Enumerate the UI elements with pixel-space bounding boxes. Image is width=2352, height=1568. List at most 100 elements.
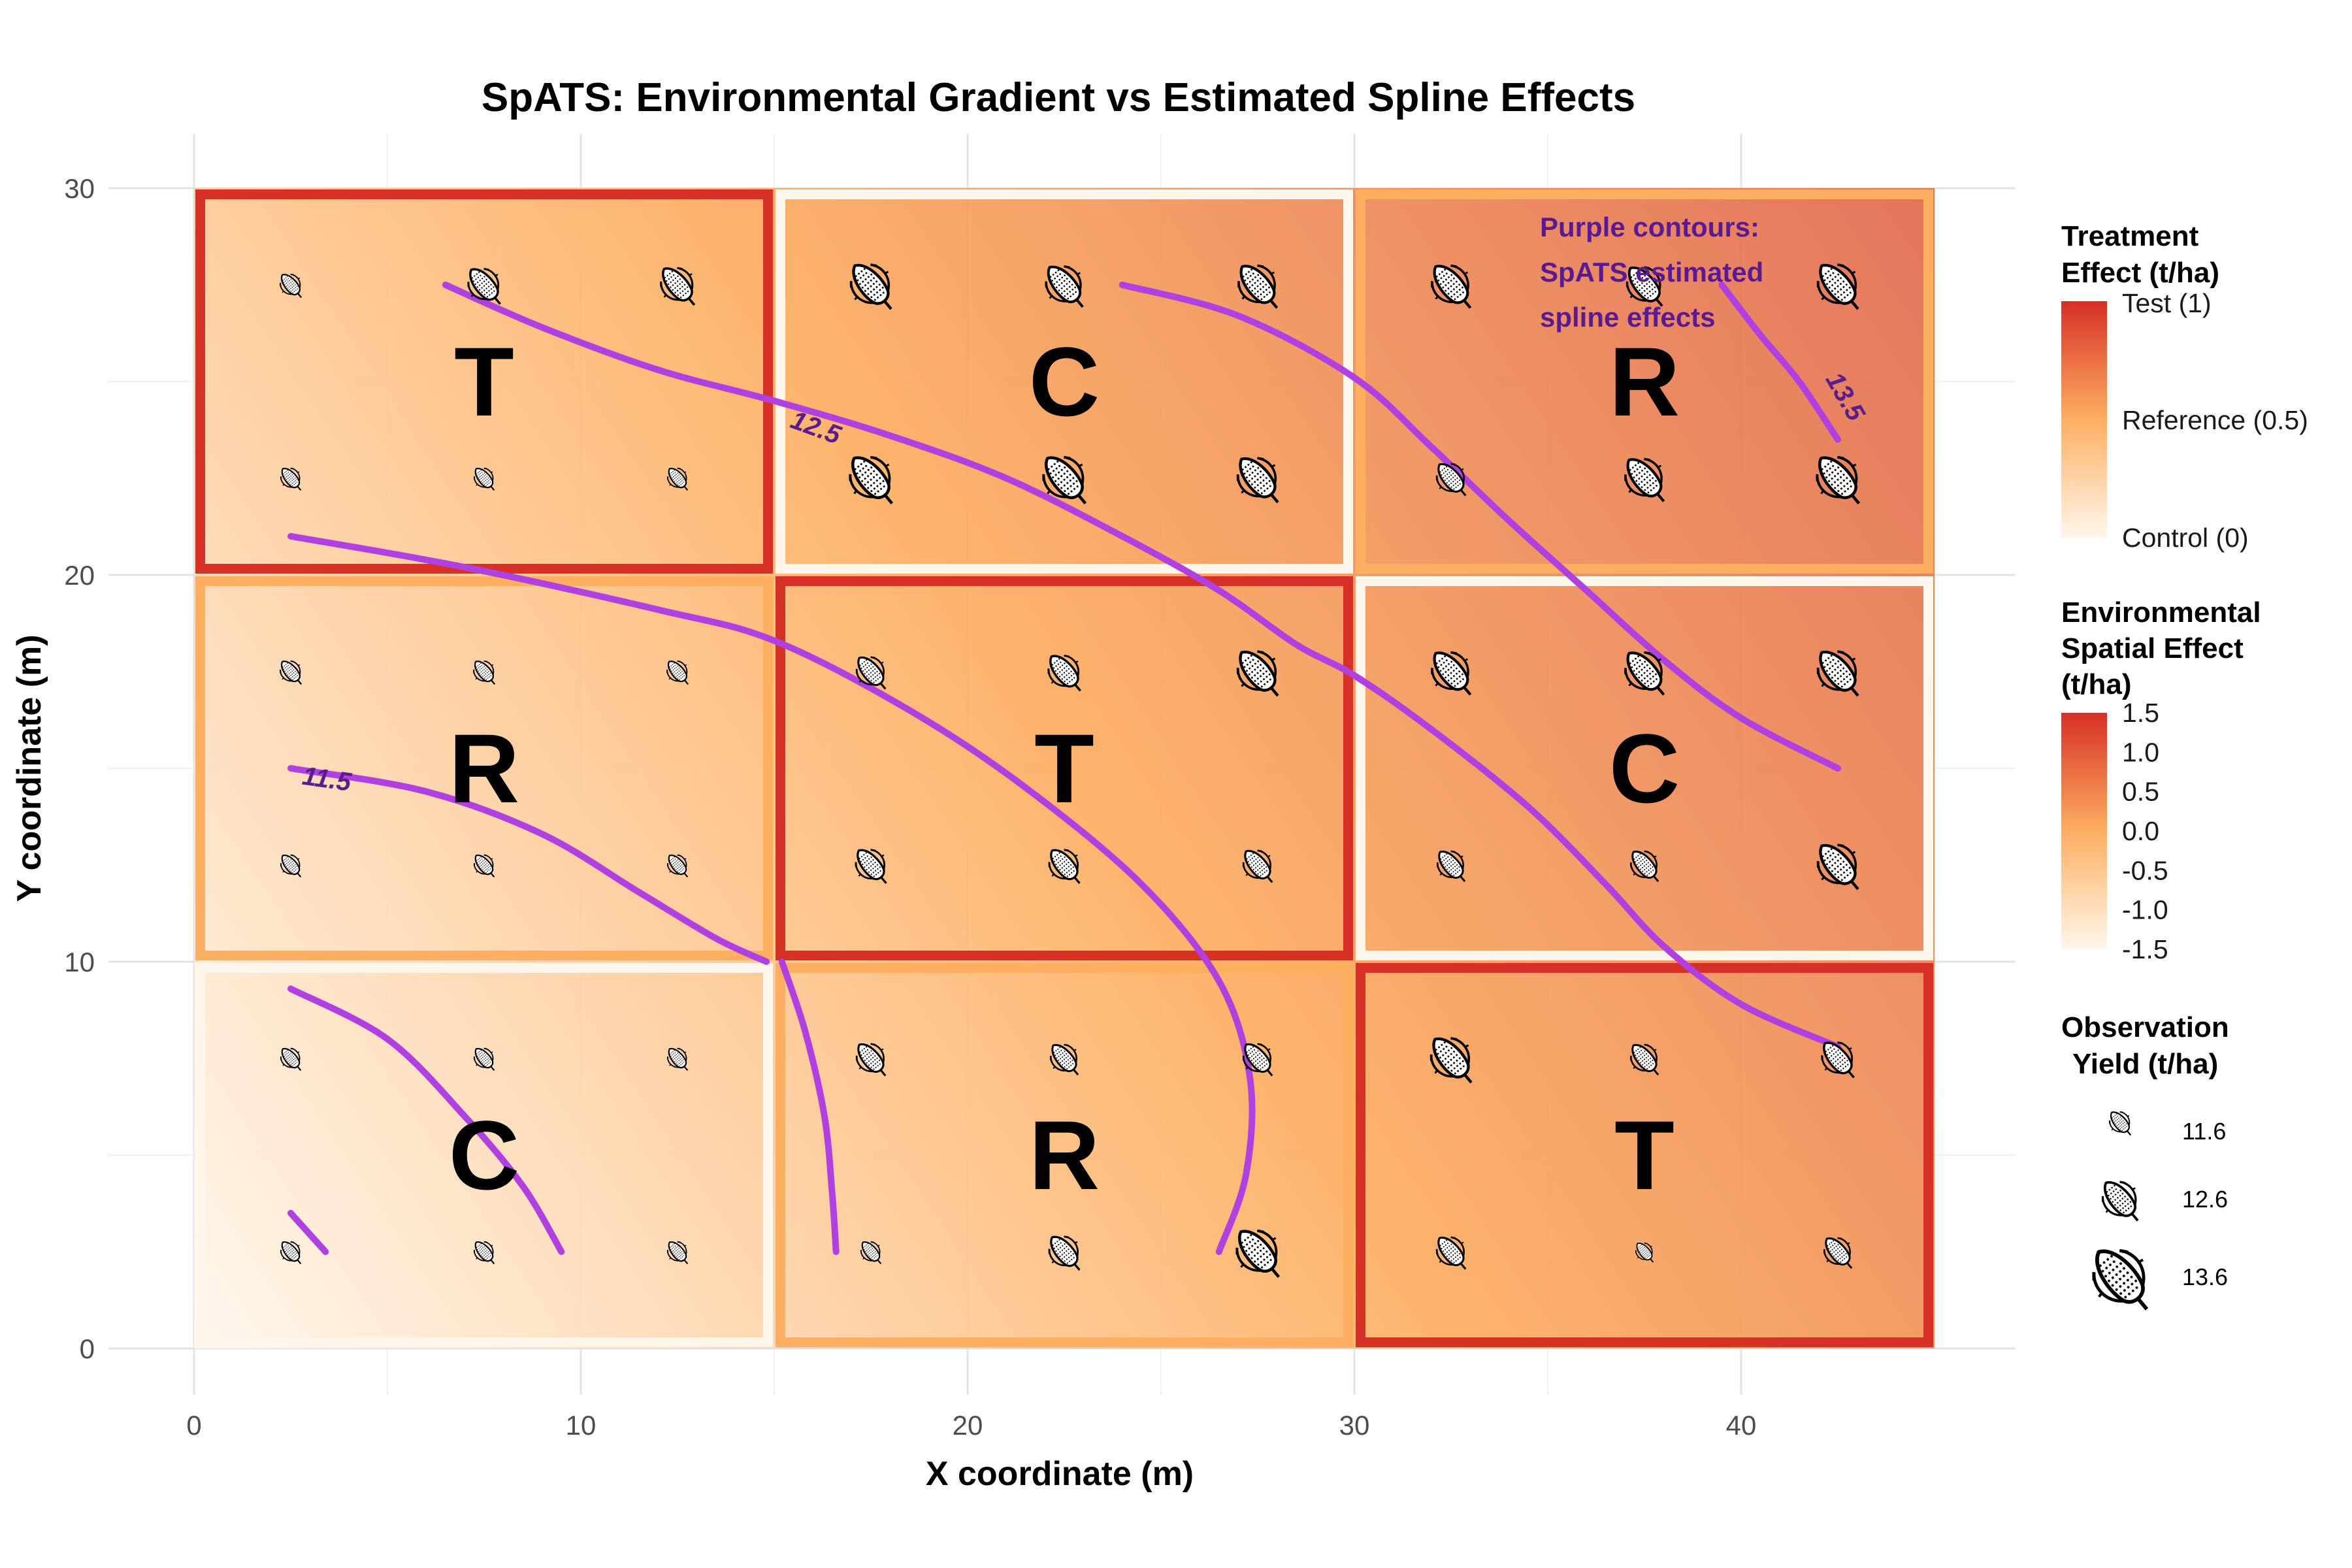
- observation-yield-icon: [660, 267, 696, 306]
- observation-markers: [280, 263, 1861, 1279]
- plot-letter-t: T: [454, 327, 514, 436]
- observation-yield-icon: [1821, 1041, 1855, 1079]
- observation-yield-icon: [467, 268, 501, 305]
- yield-legend-label: 13.6: [2182, 1264, 2228, 1290]
- chart-title: SpATS: Environmental Gradient vs Estimat…: [482, 75, 1635, 120]
- plot-letter-t: T: [1614, 1100, 1674, 1210]
- plot-border-control: [195, 963, 773, 1347]
- x-tick-label: 10: [566, 1410, 596, 1441]
- environmental-gradient-field: [194, 188, 1935, 1348]
- y-tick-label: 10: [64, 947, 95, 977]
- observation-yield-icon: [1630, 850, 1659, 883]
- spline-contours: 11.512.513.5: [287, 282, 1870, 1255]
- x-axis-title: X coordinate (m): [926, 1455, 1194, 1493]
- contour-annotation-line-1: Purple contours:: [1540, 212, 1759, 242]
- yield-legend: Observation Yield (t/ha) 11.6 12.6 13.6: [2061, 1011, 2229, 1311]
- observation-yield-icon: [1431, 264, 1472, 309]
- contour-line: [778, 958, 840, 1255]
- x-tick-label: 0: [186, 1410, 201, 1441]
- y-tick-label: 30: [64, 173, 95, 204]
- environment-legend-label: 0.5: [2122, 777, 2159, 807]
- environment-legend-label: -0.5: [2122, 855, 2168, 885]
- contour-line: [287, 1209, 329, 1255]
- y-tick-label: 20: [64, 560, 95, 591]
- plot-letter-r: R: [1609, 327, 1680, 436]
- plot-letter-c: C: [1029, 327, 1100, 436]
- plot-border-control: [776, 189, 1353, 574]
- observation-yield-icon: [280, 1047, 302, 1071]
- observation-yield-icon: [1235, 1229, 1281, 1279]
- observation-yield-icon: [1816, 263, 1859, 310]
- observation-yield-icon: [849, 455, 894, 505]
- yield-legend-label: 12.6: [2182, 1186, 2228, 1213]
- plot-letter-r: R: [449, 713, 519, 823]
- environment-legend: Environmental Spatial Effect (t/ha) 1.51…: [2061, 596, 2261, 964]
- observation-yield-icon: [280, 660, 302, 685]
- observation-yield-icon: [1816, 650, 1859, 697]
- plot-letter-c: C: [1609, 713, 1680, 823]
- observation-yield-icon: [1435, 463, 1467, 497]
- observation-yield-icon: [1237, 264, 1279, 309]
- y-tick-label: 0: [80, 1333, 95, 1364]
- x-tick-label: 40: [1726, 1410, 1757, 1441]
- observation-yield-icon: [473, 660, 496, 685]
- axes: 0 10 20 30 40 0 10 20 30: [64, 173, 1756, 1441]
- treatment-legend-title-1: Treatment: [2061, 220, 2199, 252]
- observation-yield-icon: [1816, 455, 1861, 505]
- contour-annotation-line-2: SpATS estimated: [1540, 257, 1763, 287]
- treatment-label-control: Control (0): [2122, 523, 2249, 553]
- observation-yield-icon: [280, 854, 302, 878]
- observation-yield-icon: [474, 854, 495, 878]
- observation-yield-icon: [1236, 650, 1279, 697]
- contour-label: 11.5: [301, 762, 353, 797]
- observation-yield-icon: [855, 1043, 887, 1077]
- contour-line: [1718, 282, 1841, 443]
- x-tick-label: 20: [953, 1410, 983, 1441]
- observation-yield-icon: [667, 854, 689, 878]
- treatment-colorbar: [2061, 301, 2107, 538]
- contour-line: [287, 765, 770, 965]
- plot-border-test: [1356, 963, 1933, 1347]
- treatment-legend-title-2: Effect (t/ha): [2061, 257, 2219, 289]
- treatment-legend: Treatment Effect (t/ha) Test (1) Referen…: [2061, 220, 2308, 553]
- yield-legend-items: 11.6 12.6 13.6: [2092, 1111, 2228, 1311]
- observation-yield-icon: [1048, 1235, 1081, 1271]
- observation-yield-icon: [1630, 1043, 1659, 1076]
- plot-letters: T C R R T C C R T: [449, 327, 1680, 1210]
- environment-legend-title-2: Spatial Effect: [2061, 632, 2244, 664]
- environment-legend-labels: 1.5 1.0 0.5 0.0 -0.5 -1.0 -1.5: [2122, 698, 2168, 964]
- environment-legend-label: 0.0: [2122, 816, 2159, 846]
- contour-annotation-line-3: spline effects: [1540, 302, 1715, 333]
- yield-legend-icon: [2101, 1181, 2139, 1222]
- observation-yield-icon: [849, 263, 892, 310]
- treatment-label-test: Test (1): [2122, 288, 2212, 318]
- observation-yield-icon: [1624, 457, 1665, 502]
- y-axis-title: Y coordinate (m): [10, 634, 48, 902]
- environment-legend-title-1: Environmental: [2061, 596, 2261, 629]
- plot-border-control: [1356, 576, 1933, 960]
- yield-legend-title-2: Yield (t/ha): [2072, 1048, 2218, 1080]
- plot-border-reference: [195, 576, 773, 960]
- yield-legend-title-1: Observation: [2061, 1011, 2229, 1043]
- observation-yield-icon: [667, 1241, 689, 1265]
- plot-letter-c: C: [449, 1100, 519, 1210]
- observation-yield-icon: [1048, 849, 1081, 884]
- x-tick-label: 30: [1339, 1410, 1370, 1441]
- observation-yield-icon: [280, 273, 302, 299]
- observation-yield-icon: [666, 660, 689, 685]
- observation-yield-icon: [1431, 651, 1472, 696]
- plot-border-test: [776, 576, 1353, 960]
- observation-yield-icon: [280, 1241, 302, 1265]
- observation-yield-icon: [1435, 1236, 1467, 1270]
- plot-letter-t: T: [1034, 713, 1094, 823]
- observation-yield-icon: [474, 467, 495, 491]
- observation-yield-icon: [667, 1047, 689, 1071]
- observation-yield-icon: [1429, 1037, 1473, 1084]
- environment-legend-title-3: (t/ha): [2061, 668, 2132, 700]
- environment-legend-label: -1.0: [2122, 895, 2168, 925]
- contour-line: [287, 985, 565, 1255]
- observation-yield-icon: [1823, 1237, 1853, 1269]
- observation-yield-icon: [855, 656, 887, 690]
- environment-legend-label: 1.5: [2122, 698, 2159, 728]
- observation-yield-icon: [474, 1047, 495, 1071]
